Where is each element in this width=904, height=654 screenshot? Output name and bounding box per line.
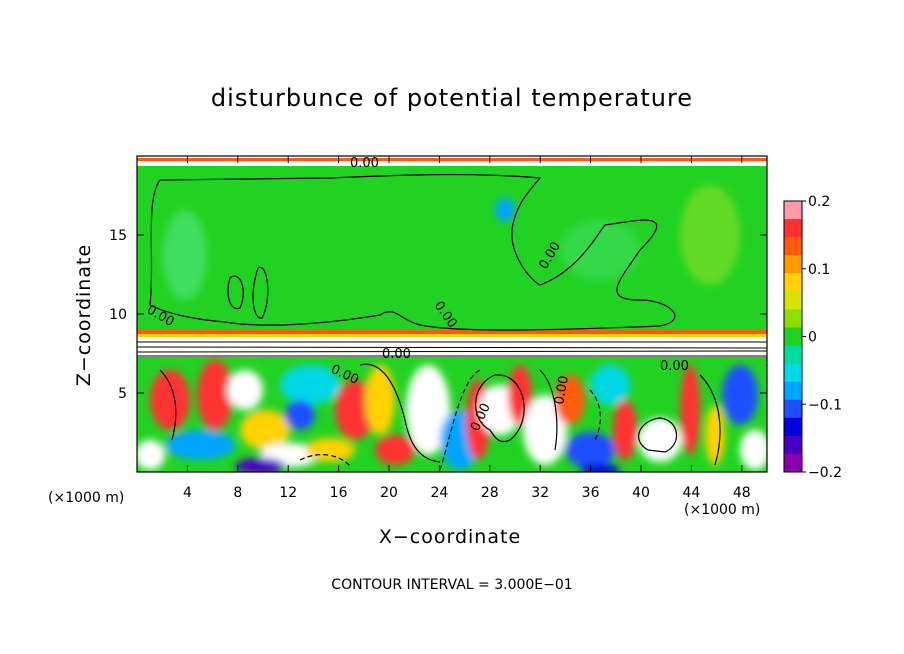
colorbar-segment xyxy=(784,381,802,401)
x-axis-label: X−coordinate xyxy=(378,526,522,548)
y-tick-label: 5 xyxy=(118,386,127,402)
colorbar-tick-label: 0.2 xyxy=(808,194,830,210)
colorbar-segment xyxy=(784,237,802,256)
x-unit-label-right: (×1000 m) xyxy=(684,502,761,518)
colorbar-segment xyxy=(784,435,802,455)
colorbar-segment xyxy=(784,345,802,365)
x-tick-label: 32 xyxy=(531,485,549,501)
colorbar-tick-label: 0.1 xyxy=(808,262,830,278)
x-tick-label: 36 xyxy=(582,485,600,501)
x-tick-label: 40 xyxy=(632,485,650,501)
colorbar-segment xyxy=(784,399,802,419)
contour-interval-note: CONTOUR INTERVAL = 3.000E−01 xyxy=(331,577,573,593)
colorbar-segment xyxy=(784,201,802,220)
colorbar-segment xyxy=(784,309,802,328)
colorbar-segment xyxy=(784,273,802,292)
x-tick-label: 44 xyxy=(682,485,700,501)
colorbar-tick-label: −0.2 xyxy=(808,465,842,481)
x-tick-label: 28 xyxy=(481,485,499,501)
colorbar: 0.2 0.1 0 −0.1 −0.2 xyxy=(783,194,842,481)
colorbar-segment xyxy=(784,363,802,383)
colorbar-tick-label: 0 xyxy=(808,330,817,346)
colorbar-segment xyxy=(784,219,802,238)
colorbar-segment xyxy=(784,327,802,347)
colorbar-segment xyxy=(784,453,802,473)
y-axis: 5 10 15 xyxy=(109,228,767,402)
contour-label: 0.00 xyxy=(660,359,689,374)
colorbar-tick-label: −0.1 xyxy=(808,397,842,413)
y-tick-label: 15 xyxy=(109,228,127,244)
colorbar-segment xyxy=(784,417,802,437)
x-tick-label: 20 xyxy=(380,485,398,501)
x-tick-label: 8 xyxy=(233,485,242,501)
upper-layer-fill xyxy=(137,156,767,336)
colorbar-segment xyxy=(784,291,802,310)
chart-title: disturbunce of potential temperature xyxy=(210,84,694,112)
y-tick-label: 10 xyxy=(109,307,127,323)
heatmap-field: 0.00 0.00 0.00 0.00 0.00 0.00 0.00 0.00 … xyxy=(137,156,767,472)
x-tick-label: 16 xyxy=(330,485,348,501)
contour-label: 0.00 xyxy=(552,375,572,406)
contour-label: 0.00 xyxy=(350,156,379,171)
x-axis: 4 8 12 16 20 24 28 32 36 40 44 48 xyxy=(183,156,751,501)
x-tick-label: 48 xyxy=(733,485,751,501)
x-tick-label: 24 xyxy=(430,485,448,501)
x-tick-label: 4 xyxy=(183,485,192,501)
contour-label: 0.00 xyxy=(382,347,411,362)
colorbar-segment xyxy=(784,255,802,274)
x-tick-label: 12 xyxy=(279,485,297,501)
x-unit-label-left: (×1000 m) xyxy=(48,490,125,506)
